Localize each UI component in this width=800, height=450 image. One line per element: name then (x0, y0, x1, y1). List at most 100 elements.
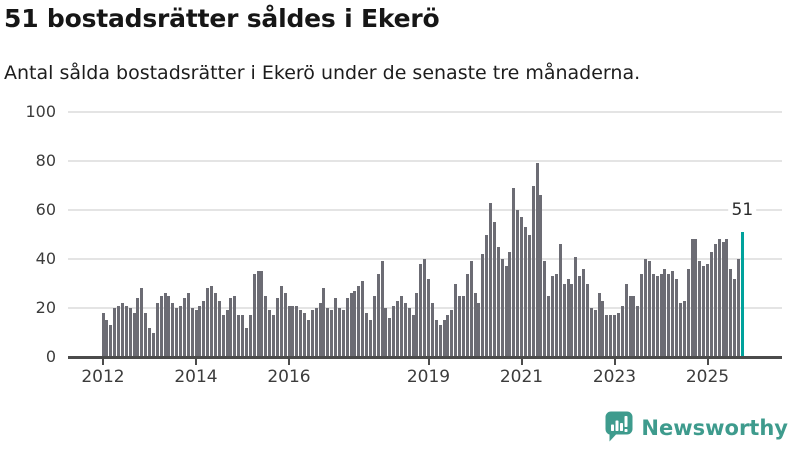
bar (671, 271, 675, 357)
bar (613, 315, 616, 357)
bar (659, 273, 663, 357)
bar (461, 295, 465, 357)
bar (322, 288, 326, 357)
bar (729, 268, 733, 357)
bar (713, 244, 717, 357)
bar (124, 305, 128, 357)
bar (601, 300, 605, 357)
bar (616, 312, 620, 357)
bar (120, 303, 124, 357)
bar (140, 288, 144, 357)
bar (709, 251, 713, 357)
gridline (68, 160, 782, 162)
bar (295, 305, 299, 357)
bar (733, 278, 737, 357)
bar (562, 283, 566, 357)
x-axis-label: 2019 (406, 367, 451, 387)
bar (446, 315, 450, 357)
bar (182, 298, 186, 357)
bar (279, 285, 283, 357)
bar (520, 217, 523, 357)
bar (675, 278, 678, 357)
bar (380, 261, 384, 357)
bar (551, 276, 554, 357)
bar (357, 285, 361, 357)
bar (206, 288, 210, 357)
bar (318, 303, 322, 357)
bar (310, 310, 314, 357)
bar (651, 273, 655, 357)
bar (523, 227, 527, 357)
bar (175, 308, 179, 357)
bar (539, 195, 543, 357)
bar (105, 320, 109, 357)
bar (663, 268, 667, 357)
bar (636, 305, 640, 357)
bar (504, 266, 508, 357)
bar (585, 283, 589, 357)
bar (252, 273, 256, 357)
bar (500, 259, 504, 357)
bar (225, 310, 229, 357)
highlight-value-label: 51 (728, 201, 757, 220)
bar (632, 295, 636, 357)
bar (698, 261, 702, 357)
bar (372, 295, 376, 357)
bar (667, 273, 671, 357)
bar (411, 315, 415, 357)
gridline (68, 209, 782, 211)
bar (101, 312, 105, 357)
bar (194, 310, 198, 357)
bar (384, 308, 388, 357)
newsworthy-brand-text: Newsworthy (641, 416, 788, 440)
bar (148, 327, 151, 357)
bar (334, 298, 337, 357)
bar (737, 259, 740, 357)
bar (314, 308, 318, 357)
bar (438, 325, 442, 357)
bar (345, 298, 349, 357)
y-axis-label: 40 (35, 249, 56, 268)
bar (609, 315, 613, 357)
y-axis-label: 0 (45, 347, 56, 366)
bar (337, 308, 341, 357)
bar (353, 290, 357, 357)
bar (237, 315, 241, 357)
bar (244, 327, 248, 357)
bar (179, 305, 182, 357)
x-axis-tick (706, 359, 709, 365)
bar (647, 261, 651, 357)
bar (589, 308, 593, 357)
bar (450, 310, 454, 357)
bar (543, 261, 547, 357)
highlighted-bar (740, 232, 745, 357)
bar (706, 263, 709, 357)
bar (396, 300, 399, 357)
x-axis-label: 2012 (81, 367, 125, 387)
bar (485, 234, 489, 357)
bar (213, 293, 217, 357)
bar (508, 251, 512, 357)
bar (678, 303, 682, 357)
bar (469, 261, 473, 357)
bar (299, 310, 303, 357)
bar (144, 312, 148, 357)
bar (303, 312, 306, 357)
bar (531, 185, 535, 357)
bar (287, 305, 291, 357)
bar (527, 234, 531, 357)
bar (190, 308, 194, 357)
bar (721, 241, 725, 357)
bar (241, 315, 244, 357)
bar (167, 295, 171, 357)
bar (229, 298, 233, 357)
x-axis-tick (613, 359, 616, 365)
bar (725, 239, 729, 357)
bar (454, 283, 458, 357)
bar (128, 308, 132, 357)
bar (574, 256, 578, 357)
bar (473, 293, 477, 357)
newsworthy-chart-bubble-icon (605, 411, 633, 446)
chart-title: 51 bostadsrätter såldes i Ekerö (4, 4, 440, 33)
bar (458, 295, 461, 357)
